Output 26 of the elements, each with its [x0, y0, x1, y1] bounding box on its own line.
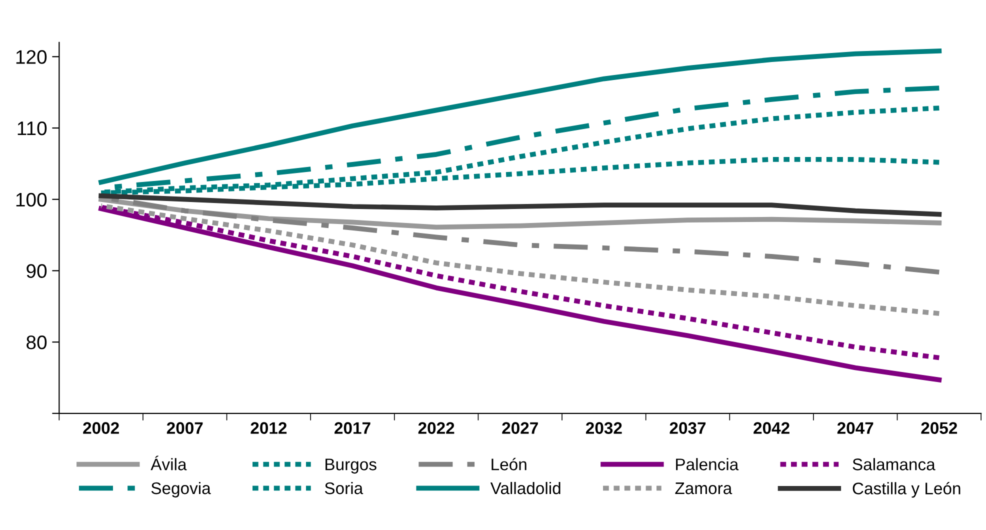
- legend-label: Castilla y León: [852, 482, 960, 498]
- x-tick-label: 2037: [670, 422, 706, 434]
- x-tick-label: 2017: [334, 422, 370, 434]
- legend-label: Valladolid: [490, 482, 560, 494]
- legend-label: Soria: [324, 482, 364, 494]
- y-tick-label: 120: [16, 50, 47, 64]
- x-tick-label: 2007: [166, 422, 203, 434]
- y-tick-label: 100: [16, 192, 47, 207]
- x-tick-label: 2012: [250, 422, 287, 434]
- y-tick-label: 90: [26, 264, 47, 278]
- x-tick-label: 2052: [921, 422, 958, 434]
- y-tick-label: 110: [18, 121, 47, 136]
- x-tick-label: 2032: [586, 422, 622, 434]
- legend-label: León: [492, 458, 526, 470]
- x-tick-label: 2027: [502, 422, 538, 434]
- x-tick-label: 2047: [837, 422, 874, 434]
- legend-label: Burgos: [326, 458, 376, 474]
- legend-label: Salamanca: [852, 458, 936, 470]
- x-tick-label: 2022: [418, 422, 454, 434]
- y-tick-label: 80: [26, 336, 47, 350]
- legend-label: Segovia: [151, 482, 211, 498]
- x-tick-label: 2042: [754, 422, 790, 434]
- legend-label: Ávila: [150, 456, 187, 470]
- legend-label: Zamora: [675, 482, 732, 494]
- x-tick-label: 2002: [83, 422, 119, 434]
- legend-label: Palencia: [676, 458, 739, 470]
